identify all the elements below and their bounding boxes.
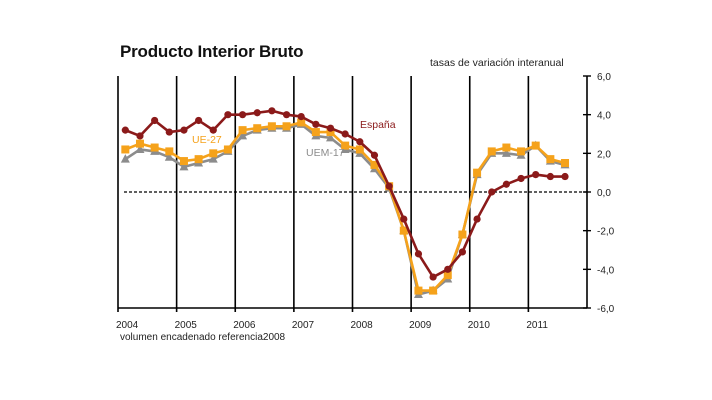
series-espa-a	[121, 107, 569, 281]
x-tick-label: 2010	[468, 320, 491, 331]
series-label-uem-17: UEM-17	[306, 147, 345, 159]
y-tick-label: -6,0	[597, 304, 615, 315]
series-label-espa-a: España	[360, 119, 396, 131]
y-tick-label: 2,0	[597, 149, 611, 160]
chart-title: Producto Interior Bruto	[120, 42, 304, 61]
x-tick-label: 2009	[409, 320, 432, 331]
series-label-ue-27: UE-27	[192, 134, 222, 146]
series-labels: España UE-27 UEM-17	[192, 119, 396, 159]
x-tick-label: 2005	[175, 320, 198, 331]
chart-series	[120, 107, 570, 298]
x-tick-label: 2008	[351, 320, 374, 331]
y-tick-label: 4,0	[597, 111, 611, 122]
chart-subtitle: tasas de variación interanual	[430, 57, 564, 69]
x-tick-label: 2007	[292, 320, 315, 331]
chart-footnote: volumen encadenado referencia2008	[120, 332, 286, 343]
x-tick-label: 2004	[116, 320, 139, 331]
x-tick-label: 2006	[233, 320, 256, 331]
y-tick-label: -2,0	[597, 227, 615, 238]
y-tick-label: 6,0	[597, 72, 611, 83]
y-tick-label: 0,0	[597, 188, 611, 199]
year-gridlines	[117, 76, 530, 312]
x-tick-label: 2011	[526, 320, 548, 331]
series-ue-27	[121, 118, 570, 295]
chart-axes: 2004 2005 2006 2007 2008 2009 2010 2011 6,0 4,0 2,…	[116, 72, 615, 331]
y-tick-label: -4,0	[597, 265, 615, 276]
